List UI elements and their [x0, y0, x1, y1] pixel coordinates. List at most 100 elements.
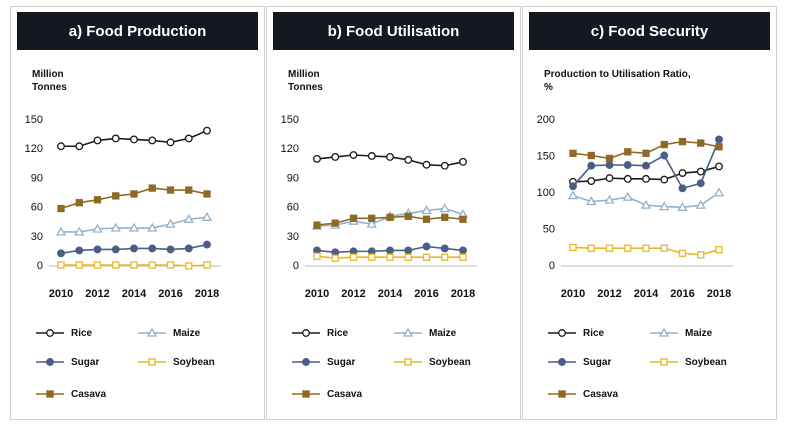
- data-point-soybean: [697, 251, 705, 259]
- data-point-rice: [678, 169, 687, 177]
- y-tick-label: 30: [31, 231, 43, 243]
- data-point-soybean: [331, 254, 339, 262]
- x-tick-label: 2018: [195, 288, 219, 300]
- data-point-casava: [331, 219, 339, 227]
- data-point-maize: [55, 226, 67, 236]
- data-point-maize: [165, 218, 176, 228]
- data-point-maize: [586, 196, 597, 206]
- series-rice: [313, 151, 467, 170]
- data-point-soybean: [678, 249, 687, 257]
- data-point-maize: [567, 190, 579, 200]
- data-point-sugar: [623, 161, 632, 169]
- data-point-casava: [441, 213, 449, 221]
- x-tick-label: 2010: [305, 288, 329, 300]
- data-point-sugar: [660, 151, 669, 160]
- y-tick-label: 120: [25, 143, 43, 155]
- line-chart: 0 30 60 90 120 150 2010 2012 2014 2016 2018: [25, 114, 221, 300]
- data-point-casava: [678, 137, 687, 146]
- series-soybean: [569, 243, 723, 259]
- data-point-soybean: [368, 253, 376, 261]
- data-point-rice: [111, 134, 120, 143]
- x-tick-label: 2014: [122, 288, 147, 300]
- series-casava: [569, 137, 723, 163]
- y-axis-label: Million Tonnes: [288, 69, 323, 93]
- data-point-soybean: [185, 262, 193, 270]
- data-point-rice: [386, 153, 394, 161]
- data-point-sugar: [386, 246, 394, 255]
- y-tick-label: 200: [537, 114, 555, 126]
- data-point-rice: [440, 161, 449, 170]
- data-point-sugar: [715, 135, 723, 144]
- data-point-sugar: [696, 179, 705, 188]
- panel-title: b) Food Utilisation: [273, 12, 514, 50]
- data-point-soybean: [569, 243, 577, 252]
- y-tick-label: 0: [293, 260, 299, 272]
- data-point-rice: [130, 135, 138, 144]
- data-point-casava: [57, 204, 65, 213]
- series-casava: [313, 212, 467, 229]
- panel-title: c) Food Security: [529, 12, 770, 50]
- data-point-casava: [660, 140, 668, 149]
- panel-food-production: a) Food Production Million Tonnes 0 30 60 9…: [10, 6, 265, 420]
- data-point-soybean: [203, 261, 211, 269]
- data-point-soybean: [441, 253, 449, 261]
- data-point-casava: [93, 196, 102, 204]
- data-point-casava: [112, 192, 120, 200]
- data-point-soybean: [386, 253, 394, 261]
- data-point-soybean: [605, 244, 614, 252]
- data-point-sugar: [440, 244, 449, 253]
- data-point-soybean: [349, 253, 358, 261]
- series-maize: [55, 211, 213, 236]
- y-tick-label: 60: [287, 202, 299, 214]
- data-point-casava: [75, 199, 83, 207]
- data-point-soybean: [75, 261, 83, 269]
- y-tick-label: 0: [37, 260, 43, 272]
- data-point-casava: [587, 151, 595, 160]
- data-point-soybean: [587, 244, 595, 252]
- data-point-casava: [624, 148, 632, 156]
- data-point-maize: [147, 222, 158, 232]
- data-point-soybean: [57, 261, 65, 269]
- x-tick-label: 2010: [49, 288, 73, 300]
- data-point-soybean: [404, 253, 412, 261]
- data-point-maize: [128, 222, 140, 232]
- data-point-sugar: [404, 246, 413, 255]
- x-tick-label: 2014: [378, 288, 403, 300]
- data-point-casava: [386, 213, 394, 221]
- x-tick-label: 2012: [341, 288, 365, 300]
- data-point-soybean: [148, 261, 156, 269]
- x-tick-label: 2012: [85, 288, 109, 300]
- y-axis-label: Production to Utilisation Ratio, %: [544, 69, 691, 93]
- data-point-soybean: [93, 261, 102, 269]
- data-point-sugar: [678, 184, 687, 193]
- x-tick-label: 2018: [451, 288, 475, 300]
- data-point-maize: [74, 226, 85, 236]
- data-point-casava: [185, 186, 193, 194]
- data-point-casava: [642, 149, 650, 157]
- data-point-casava: [459, 215, 467, 223]
- data-point-soybean: [130, 261, 138, 269]
- data-point-casava: [130, 190, 138, 198]
- data-point-rice: [57, 142, 65, 151]
- data-point-rice: [313, 154, 321, 163]
- data-point-casava: [368, 214, 376, 222]
- series-sugar: [57, 240, 211, 258]
- data-point-casava: [697, 139, 705, 147]
- data-point-soybean: [422, 253, 431, 261]
- x-tick-label: 2018: [707, 288, 731, 300]
- data-point-maize: [366, 218, 377, 228]
- series-rice: [57, 126, 211, 151]
- data-point-rice: [605, 174, 614, 183]
- x-tick-label: 2016: [670, 288, 694, 300]
- y-tick-label: 60: [31, 202, 43, 214]
- data-point-soybean: [715, 246, 723, 254]
- y-tick-label: 150: [25, 114, 43, 126]
- data-point-rice: [166, 138, 175, 147]
- data-point-casava: [313, 221, 321, 229]
- series-sugar: [569, 135, 723, 193]
- series-soybean: [313, 252, 467, 262]
- y-tick-label: 150: [281, 114, 299, 126]
- data-point-rice: [75, 142, 84, 151]
- data-point-maize: [695, 199, 706, 209]
- data-point-sugar: [422, 242, 431, 251]
